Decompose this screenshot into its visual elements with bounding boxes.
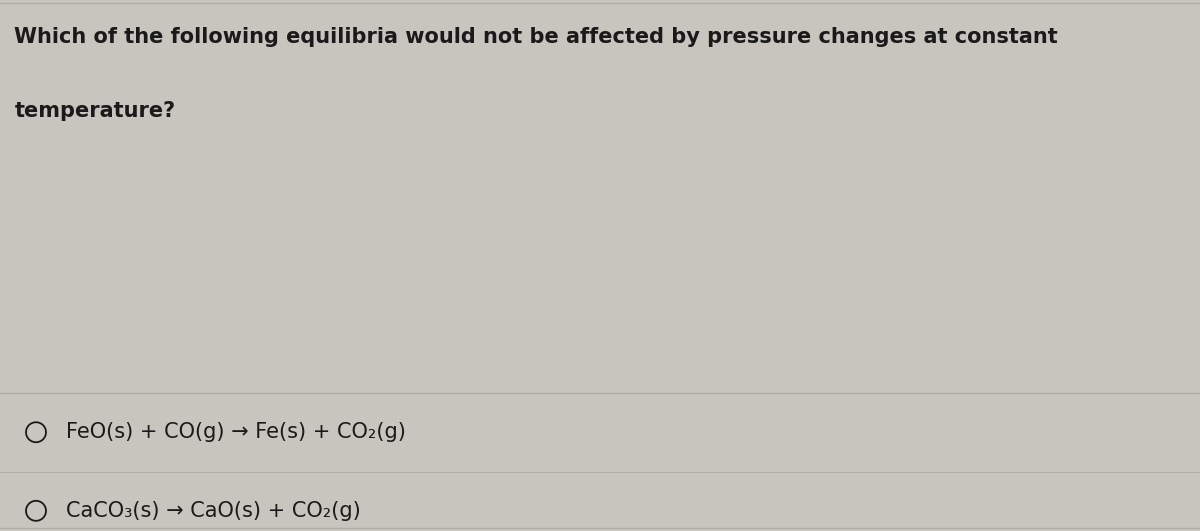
Text: FeO(s) + CO(g) → Fe(s) + CO₂(g): FeO(s) + CO(g) → Fe(s) + CO₂(g) (66, 422, 406, 442)
Text: CaCO₃(s) → CaO(s) + CO₂(g): CaCO₃(s) → CaO(s) + CO₂(g) (66, 501, 361, 521)
Text: Which of the following equilibria would not be affected by pressure changes at c: Which of the following equilibria would … (14, 27, 1058, 47)
Text: temperature?: temperature? (14, 101, 175, 121)
